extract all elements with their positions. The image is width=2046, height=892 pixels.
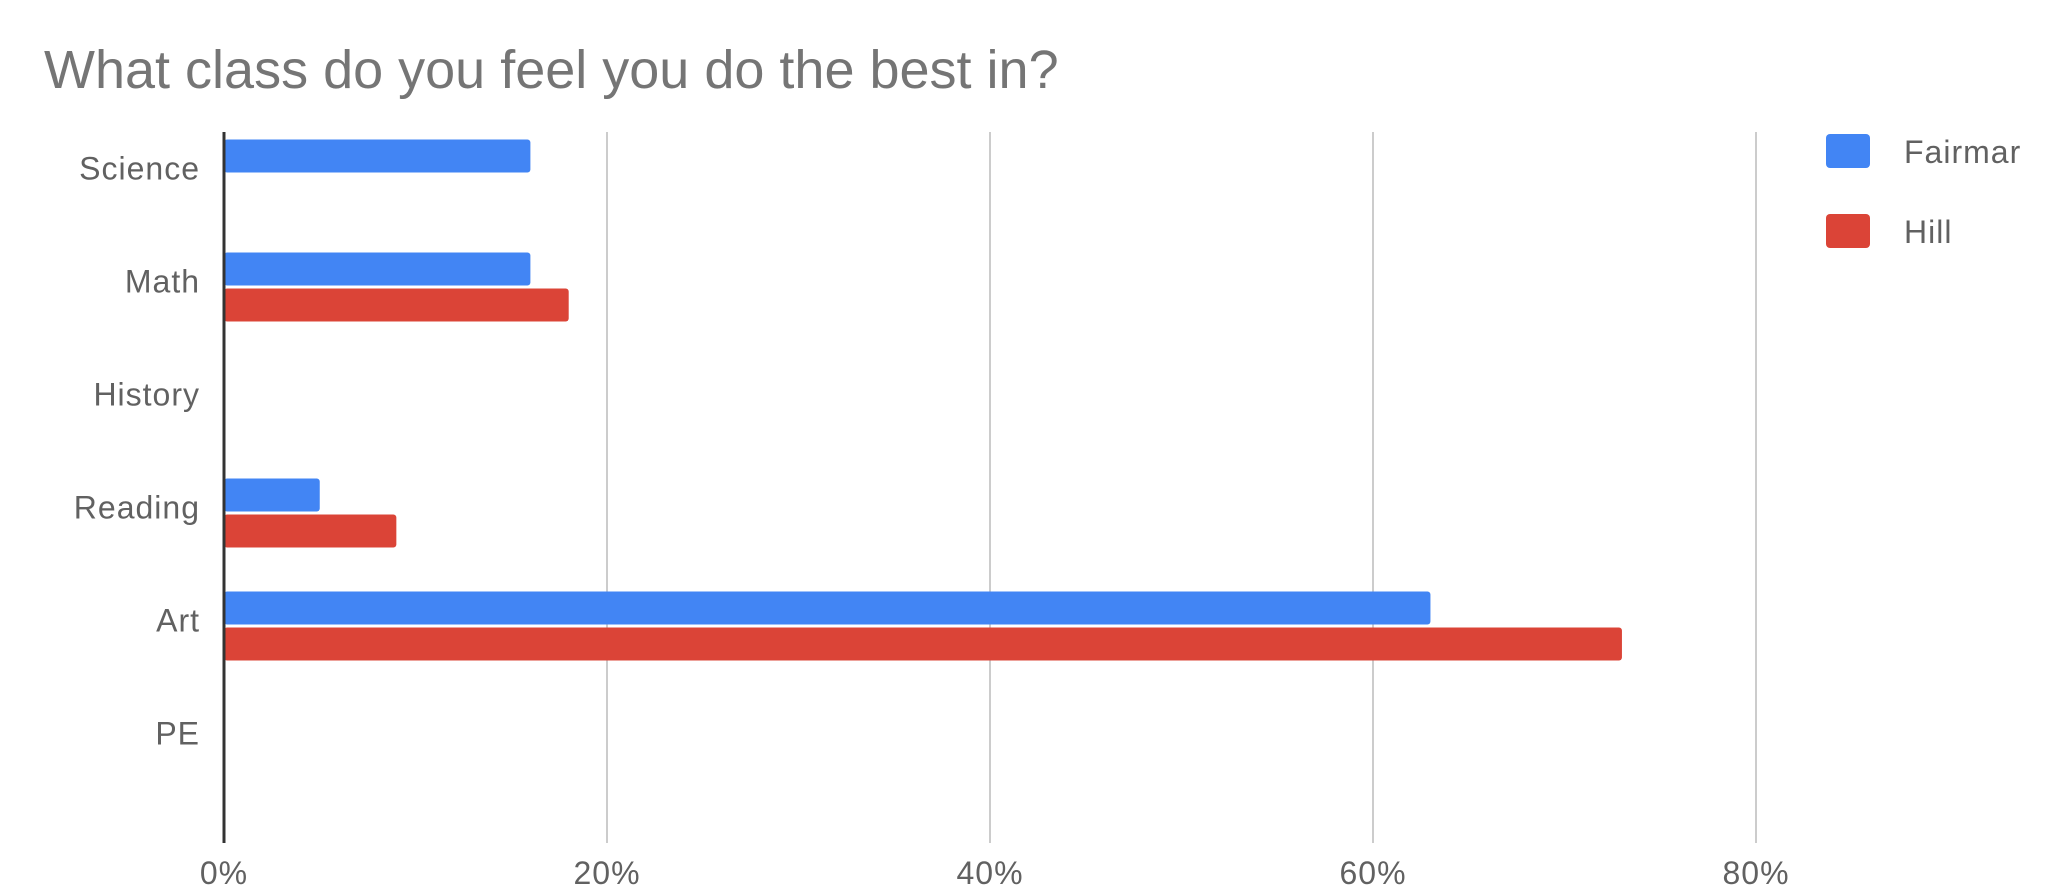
- legend-swatch: [1826, 134, 1870, 168]
- category-label: Science: [79, 150, 200, 186]
- category-labels: Science Math History Reading Art PE: [74, 150, 200, 751]
- x-tick-labels: 0% 20% 40% 60% 80%: [200, 855, 1789, 891]
- legend-swatch: [1826, 214, 1870, 248]
- bars: [224, 139, 1622, 661]
- category-label: Art: [156, 602, 200, 638]
- bar-hill-art: [224, 627, 1622, 661]
- bar-fairman-reading: [224, 478, 320, 512]
- legend-label: Fairmar: [1904, 134, 2021, 170]
- bar-fairman-science: [224, 139, 531, 173]
- x-tick-label: 60%: [1339, 855, 1406, 891]
- x-tick-label: 20%: [573, 855, 640, 891]
- chart-title: What class do you feel you do the best i…: [44, 40, 1059, 100]
- legend-label: Hill: [1904, 214, 1952, 250]
- bar-hill-reading: [224, 514, 397, 548]
- x-tick-label: 80%: [1722, 855, 1789, 891]
- gridlines: [606, 132, 1757, 843]
- x-tick-label: 0%: [200, 855, 248, 891]
- category-label: Math: [125, 263, 200, 299]
- category-label: Reading: [74, 489, 200, 525]
- legend: Fairmar Hill: [1826, 134, 2021, 250]
- category-label: History: [93, 376, 200, 412]
- x-tick-label: 40%: [956, 855, 1023, 891]
- category-label: PE: [155, 715, 200, 751]
- bar-fairman-math: [224, 252, 531, 286]
- bar-hill-math: [224, 288, 569, 322]
- bar-fairman-art: [224, 591, 1431, 625]
